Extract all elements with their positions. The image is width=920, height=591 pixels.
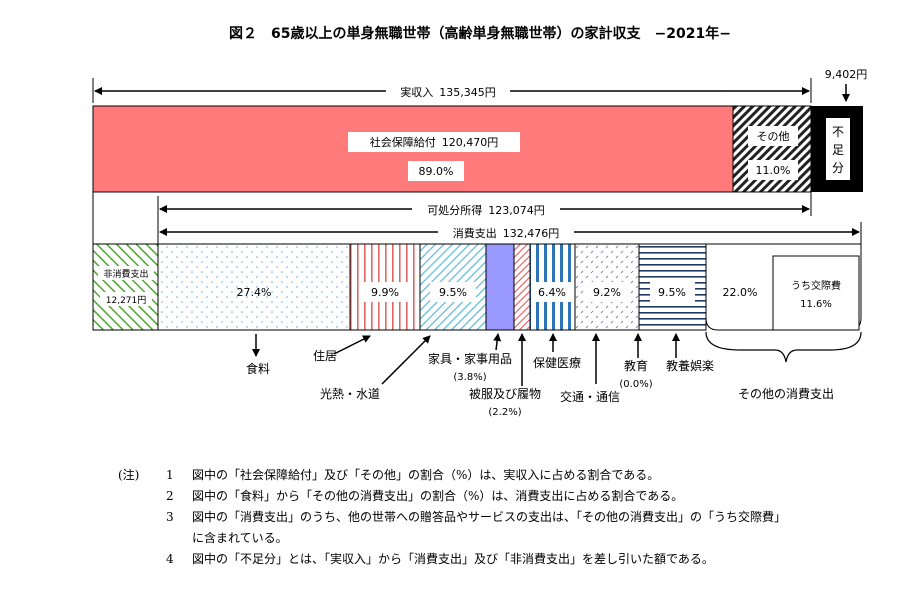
note-item: 2 図中の「食料」から「その他の消費支出」の割合（%）は、消費支出に占める割合であ… [166, 487, 683, 504]
note-text: に含まれている。 [192, 531, 288, 545]
education-percent: (0.0%) [619, 379, 652, 390]
housing-percent: 9.9% [371, 286, 399, 299]
deficit-char-3: 分 [832, 161, 844, 175]
housing-label: 住居 [313, 349, 337, 363]
chart-title: 図２ 65歳以上の単身無職世帯（高齢単身無職世帯）の家計収支 −2021年− [229, 25, 731, 42]
non-consumption-segment [92, 243, 159, 331]
social-security-value: 120,470円 [442, 136, 499, 149]
non-consumption-label: 非消費支出 [103, 268, 148, 280]
note-number: 1 [166, 468, 174, 482]
medical-label: 保健医療 [533, 356, 581, 370]
deficit-char-1: 不 [832, 125, 844, 139]
medical-percent: 6.4% [538, 286, 566, 299]
deficit-value: 9,402円 [825, 68, 868, 81]
clothing-percent: (2.2%) [488, 407, 521, 418]
note-text: 図中の「不足分」とは、「実収入」から「消費支出」及び「非消費支出」を差し引いた額… [192, 552, 714, 566]
entertainment-label: うち交際費 [791, 279, 841, 292]
household-budget-chart: 図２ 65歳以上の単身無職世帯（高齢単身無職世帯）の家計収支 −2021年− 実… [92, 25, 868, 418]
social-security-percent: 89.0% [419, 165, 454, 178]
utilities-percent: 9.5% [439, 286, 467, 299]
furniture-segment [485, 243, 515, 331]
non-consumption-value: 12,271円 [106, 295, 147, 306]
furniture-percent: (3.8%) [453, 372, 486, 383]
note-number: 2 [166, 489, 174, 503]
consumption-value: 132,476円 [503, 227, 560, 240]
culture-label: 教養娯楽 [666, 358, 714, 373]
note-number: 3 [166, 510, 174, 524]
other-income-label: その他 [757, 130, 790, 143]
note-item: 1 図中の「社会保障給付」及び「その他」の割合（%）は、実収入に占める割合である。 [166, 466, 659, 483]
housing-segment [349, 243, 421, 331]
other-income-percent: 11.0% [756, 164, 791, 177]
clothing-label: 被服及び履物 [469, 387, 541, 401]
income-total-value: 135,345円 [439, 86, 496, 99]
note-item: 3 図中の「消費支出」のうち、他の世帯への贈答品やサービスの支出は、「その他の消費… [166, 508, 786, 525]
food-label: 食料 [246, 361, 270, 376]
furniture-label: 家具・家事用品 [428, 351, 512, 366]
entertainment-percent: 11.6% [800, 299, 832, 310]
note-text: 図中の「消費支出」のうち、他の世帯への贈答品やサービスの支出は、「その他の消費支… [192, 510, 787, 524]
clothing-segment [513, 243, 531, 331]
note-text: 図中の「食料」から「その他の消費支出」の割合（%）は、消費支出に占める割合である… [192, 489, 684, 503]
others-label: その他の消費支出 [738, 386, 834, 401]
disposable-value: 123,074円 [488, 204, 545, 217]
consumption-label: 消費支出 [453, 226, 497, 240]
others-percent: 22.0% [723, 286, 758, 299]
transport-label: 交通・通信 [560, 389, 620, 404]
social-security-label: 社会保障給付 [370, 135, 436, 149]
note-item: に含まれている。 [166, 529, 288, 546]
income-total-label: 実収入 [400, 85, 433, 99]
entertainment-expense-box [772, 255, 860, 331]
deficit-char-2: 足 [832, 143, 844, 157]
education-label: 教育 [624, 358, 648, 373]
note-item: 4 図中の「不足分」とは、「実収入」から「消費支出」及び「非消費支出」を差し引いた… [166, 550, 714, 567]
disposable-label: 可処分所得 [427, 204, 482, 217]
utilities-label: 光熱・水道 [320, 387, 380, 401]
food-segment [157, 243, 351, 331]
notes-heading: (注) [118, 468, 140, 482]
culture-percent: 9.5% [658, 286, 686, 299]
food-percent: 27.4% [237, 286, 272, 299]
transport-percent: 9.2% [593, 286, 621, 299]
note-number: 4 [166, 552, 174, 566]
others-brace [705, 331, 862, 363]
note-text: 図中の「社会保障給付」及び「その他」の割合（%）は、実収入に占める割合である。 [192, 468, 660, 482]
